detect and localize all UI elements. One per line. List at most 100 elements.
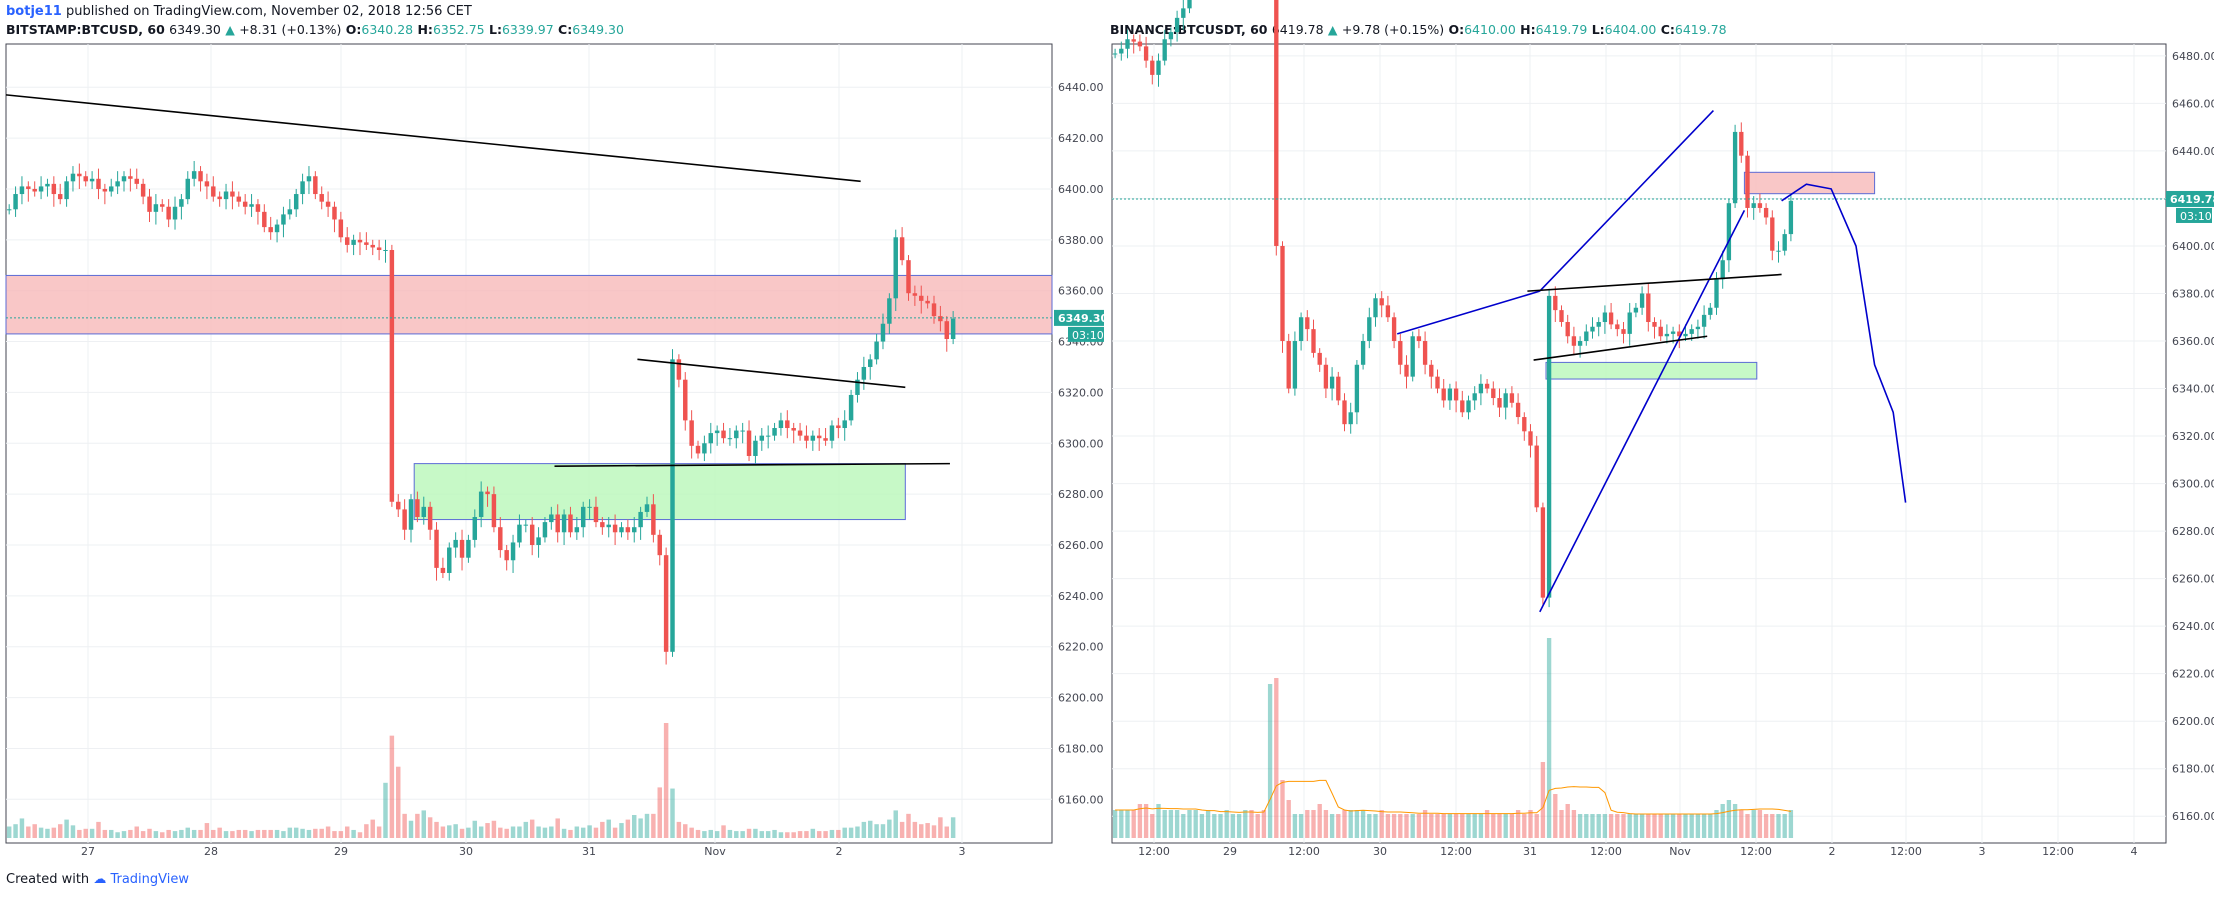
volume-bar bbox=[587, 825, 592, 838]
volume-bar bbox=[281, 831, 286, 838]
volume-bar bbox=[1218, 814, 1223, 838]
volume-bar bbox=[19, 818, 25, 838]
y-tick-label: 6420.00 bbox=[1058, 132, 1104, 145]
volume-bar bbox=[1683, 814, 1688, 838]
candle-body bbox=[370, 244, 375, 248]
y-tick-label: 6200.00 bbox=[2172, 715, 2214, 728]
volume-bar bbox=[1714, 810, 1719, 838]
candle-body bbox=[1782, 234, 1787, 251]
candle-body bbox=[1174, 17, 1180, 33]
x-tick-label: 12:00 bbox=[2042, 845, 2074, 858]
candle-body bbox=[536, 537, 541, 545]
candle-body bbox=[262, 211, 267, 228]
volume-bar bbox=[1472, 814, 1477, 838]
y-tick-label: 6360.00 bbox=[1058, 285, 1104, 298]
left-last: 6349.30 bbox=[169, 22, 221, 37]
volume-bar bbox=[638, 818, 643, 838]
trend-line bbox=[1527, 273, 1782, 292]
volume-bar bbox=[453, 824, 458, 838]
candle-body bbox=[587, 506, 592, 508]
volume-bar bbox=[1174, 810, 1180, 838]
right-last: 6419.78 bbox=[1271, 22, 1324, 37]
volume-bar bbox=[1205, 810, 1211, 838]
candle-body bbox=[517, 524, 522, 543]
candle-body bbox=[746, 430, 752, 456]
volume-bar bbox=[1298, 814, 1304, 838]
candle-body bbox=[1515, 402, 1521, 418]
volume-bar bbox=[676, 821, 682, 838]
volume-bar bbox=[644, 813, 650, 838]
volume-bar bbox=[1261, 810, 1267, 838]
left-symbol[interactable]: BITSTAMP:BTCUSD, 60 bbox=[6, 22, 165, 37]
candle-body bbox=[899, 237, 905, 261]
candle-body bbox=[504, 550, 509, 561]
volume-bar bbox=[434, 821, 439, 838]
right-symbol[interactable]: BINANCE:BTCUSDT, 60 bbox=[1110, 22, 1268, 37]
candle-body bbox=[1788, 200, 1794, 235]
x-tick-label: 2 bbox=[1829, 845, 1836, 858]
volume-bar bbox=[1255, 814, 1260, 838]
y-tick-label: 6460.00 bbox=[2172, 97, 2214, 110]
volume-bar bbox=[45, 828, 50, 838]
volume-bar bbox=[185, 827, 191, 838]
candle-body bbox=[1491, 388, 1496, 399]
tradingview-link[interactable]: TradingView bbox=[110, 872, 189, 887]
volume-bar bbox=[427, 817, 433, 838]
right-low: 6404.00 bbox=[1604, 22, 1657, 37]
candle-body bbox=[1683, 333, 1688, 337]
x-tick-label: 31 bbox=[1523, 845, 1537, 858]
volume-bar bbox=[306, 829, 312, 838]
volume-bar bbox=[357, 832, 363, 838]
candle-body bbox=[893, 237, 898, 299]
candle-body bbox=[376, 247, 382, 250]
candle-body bbox=[1162, 39, 1167, 61]
candle-body bbox=[1596, 322, 1601, 327]
chart-header: botje11 published on TradingView.com, No… bbox=[0, 0, 1110, 40]
volume-bar bbox=[721, 825, 726, 838]
last-price-tag bbox=[2166, 190, 2214, 207]
candle-body bbox=[415, 499, 420, 518]
candle-body bbox=[676, 359, 682, 380]
candle-body bbox=[1453, 388, 1459, 401]
volume-bar bbox=[147, 828, 152, 838]
author-link[interactable]: botje11 bbox=[6, 4, 62, 19]
volume-bar bbox=[1726, 800, 1732, 838]
candle-body bbox=[1379, 298, 1384, 306]
volume-bar bbox=[1181, 814, 1186, 838]
volume-bar bbox=[1305, 810, 1310, 838]
volume-bar bbox=[447, 825, 452, 838]
volume-ma-line bbox=[1115, 779, 1791, 815]
candle-body bbox=[638, 511, 643, 528]
volume-bar bbox=[1267, 684, 1273, 838]
volume-bar bbox=[1280, 780, 1285, 838]
candle-body bbox=[13, 194, 18, 210]
candle-body bbox=[1336, 376, 1341, 401]
volume-bar bbox=[459, 828, 465, 838]
candle-body bbox=[804, 435, 809, 441]
volume-bar bbox=[389, 735, 395, 838]
volume-bar bbox=[1385, 814, 1391, 838]
left-candlestick-chart[interactable]: 6160.00 6180.00 6200.00 6220.00 6240.00 6260.… bbox=[0, 0, 1110, 899]
volume-bar bbox=[1596, 814, 1601, 838]
candle-body bbox=[70, 173, 76, 182]
volume-bar bbox=[1478, 814, 1484, 838]
volume-bar bbox=[1311, 810, 1316, 838]
volume-bar bbox=[663, 723, 669, 838]
left-close: 6349.30 bbox=[572, 22, 624, 37]
candle-body bbox=[1652, 322, 1657, 327]
volume-bar bbox=[440, 826, 446, 838]
volume-bar bbox=[70, 825, 76, 838]
volume-bar bbox=[172, 831, 178, 838]
volume-bar bbox=[523, 821, 529, 838]
volume-bar bbox=[1509, 814, 1515, 838]
candle-body bbox=[1416, 336, 1422, 342]
volume-bar bbox=[1677, 814, 1682, 838]
candle-body bbox=[778, 420, 784, 429]
x-tick-label: 30 bbox=[459, 845, 473, 858]
candle-body bbox=[77, 173, 82, 177]
left-low: 6339.97 bbox=[501, 22, 554, 37]
candle-body bbox=[1466, 400, 1471, 413]
right-high: 6419.79 bbox=[1535, 22, 1588, 37]
publish-info: published on TradingView.com, November 0… bbox=[65, 4, 472, 19]
